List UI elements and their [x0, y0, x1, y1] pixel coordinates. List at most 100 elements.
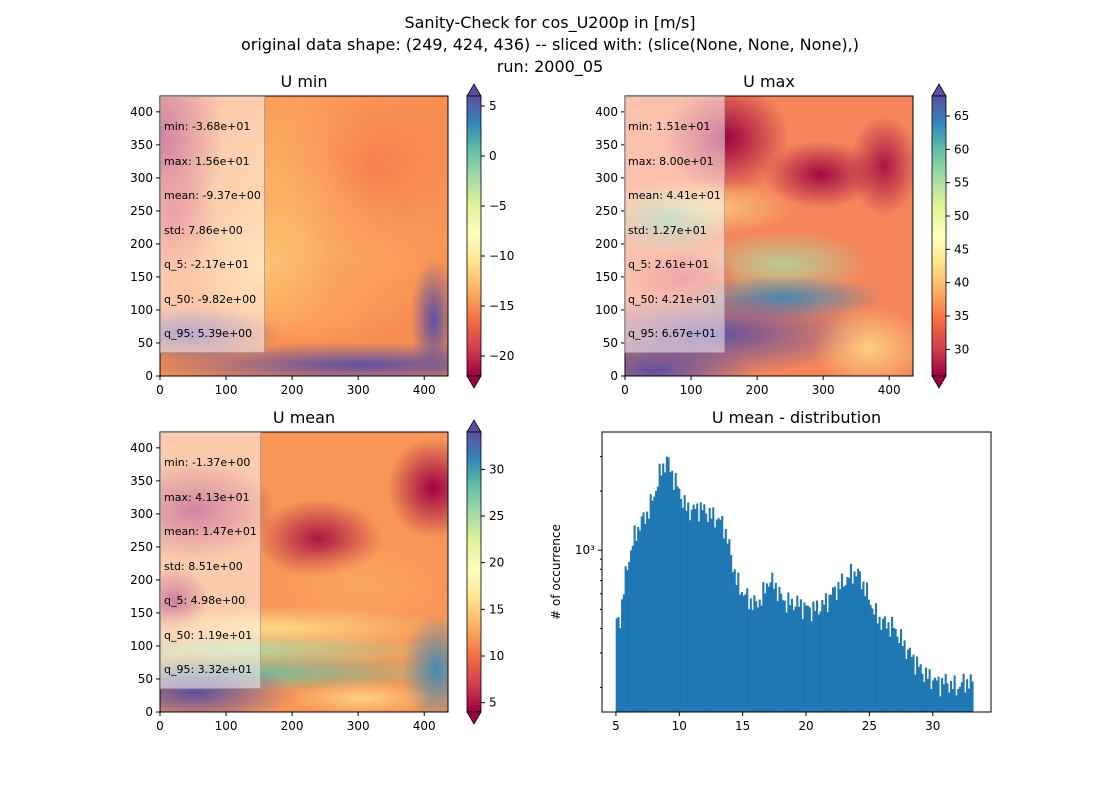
histogram-bar [619, 627, 622, 712]
figure-title-line-1: Sanity-Check for cos_U200p in [m/s] [404, 13, 696, 32]
panel-title: U mean [273, 408, 335, 427]
stat-max: max: 4.13e+01 [164, 490, 250, 504]
x-tick-label: 400 [413, 383, 436, 397]
x-tick-label: 10 [672, 719, 687, 733]
histogram-bar [735, 584, 738, 712]
stat-std: std: 7.86e+00 [164, 223, 243, 237]
histogram-title: U mean - distribution [712, 408, 881, 427]
histogram-bar [912, 654, 915, 712]
y-tick-label: 150 [595, 270, 618, 284]
colorbar-tick-label: 40 [954, 276, 969, 290]
histogram-bar [728, 539, 731, 712]
x-tick-label: 300 [347, 383, 370, 397]
histogram-bar [758, 599, 761, 712]
histogram-bar [896, 636, 899, 712]
histogram-bar [617, 617, 620, 712]
stat-mean: mean: 4.41e+01 [628, 189, 721, 202]
histogram-bar [865, 582, 869, 712]
histogram-bar [826, 611, 829, 712]
stats-box-u-max: min: 1.51e+01 max: 8.00e+01 mean: 4.41e+… [624, 96, 725, 353]
histogram-bar [635, 540, 638, 712]
histogram-bar [832, 587, 835, 712]
y-tick-label: 50 [603, 336, 618, 350]
histogram-bar [765, 583, 768, 712]
histogram-bar [712, 507, 715, 712]
x-tick-label: 0 [156, 383, 164, 397]
y-tick-label: 300 [595, 171, 618, 185]
histogram-bar [778, 586, 781, 712]
histogram-bar [871, 608, 874, 712]
histogram-bar [764, 593, 767, 712]
histogram-bar [683, 495, 686, 712]
y-tick-label: 100 [130, 303, 153, 317]
histogram-bar [932, 680, 935, 712]
histogram-bar [855, 576, 858, 712]
histogram-bar [708, 508, 711, 712]
histogram-bar [926, 678, 929, 712]
histogram-bar [722, 538, 726, 712]
histogram-bar [948, 692, 951, 712]
stat-q95: q_95: 5.39e+00 [164, 327, 253, 340]
histogram-bar [844, 585, 847, 712]
histogram-bar [699, 502, 702, 712]
histogram-bar [908, 647, 911, 712]
histogram-bar [799, 599, 802, 712]
histogram-bar [849, 563, 852, 712]
histogram-bar [662, 463, 665, 712]
histogram-bar [969, 674, 972, 712]
stat-q50: q_50: -9.82e+00 [164, 292, 257, 306]
x-tick-label: 100 [680, 383, 703, 397]
histogram-bar [848, 578, 851, 712]
y-tick-label: 0 [145, 705, 153, 719]
histogram-bar [771, 572, 774, 712]
y-tick-label: 200 [130, 573, 153, 587]
histogram-bar [839, 589, 842, 712]
histogram-bar [633, 525, 636, 712]
colorbar-tick-label: 60 [954, 142, 969, 156]
stat-max: max: 1.56e+01 [164, 154, 250, 168]
histogram-bar [923, 681, 926, 712]
colorbar: 30 25 20 15 10 5 [466, 419, 504, 725]
histogram-bar [742, 595, 745, 712]
histogram-bar [751, 609, 754, 712]
histogram-bar [621, 599, 624, 712]
colorbar-tick-label: 5 [489, 696, 497, 710]
x-tick-label: 200 [281, 719, 304, 733]
y-tick-label: 50 [138, 336, 153, 350]
histogram-bar [663, 472, 667, 712]
y-tick-label: 50 [138, 672, 153, 686]
stat-min: min: 1.51e+01 [628, 120, 711, 133]
histogram-bar [739, 594, 742, 712]
x-tick-label: 25 [862, 719, 877, 733]
histogram-bar [690, 509, 693, 712]
histogram-bar [805, 605, 808, 712]
colorbar-tick-label: 30 [954, 342, 969, 356]
histogram-bar [733, 569, 736, 712]
histogram-bar [740, 592, 743, 712]
colorbar: 65 60 55 50 45 40 35 30 [931, 83, 969, 389]
x-tick-label: 200 [281, 383, 304, 397]
histogram-bar [773, 588, 776, 712]
stat-q5: q_5: 2.61e+01 [628, 258, 710, 271]
histogram-bar [769, 582, 772, 712]
histogram-bar [883, 616, 886, 712]
histogram-bar [644, 523, 647, 712]
histogram-bar [624, 566, 627, 712]
colorbar-tick-label: 5 [489, 99, 497, 113]
histogram-bar [753, 595, 756, 712]
histogram-bar [780, 593, 783, 712]
histogram-bar [622, 594, 625, 712]
y-tick-label: 100 [595, 303, 618, 317]
histogram-bar [724, 529, 727, 712]
histogram-bar [835, 599, 838, 712]
stat-q50: q_50: 1.19e+01 [164, 628, 253, 642]
histogram-bar [796, 595, 799, 712]
histogram-bar [950, 680, 953, 712]
y-tick-label: 10³ [575, 543, 595, 557]
histogram-bar [862, 581, 865, 712]
histogram-panel: U mean - distribution 5 10 15 20 25 30 10³ # of … [549, 408, 992, 733]
histogram-bar [649, 494, 652, 712]
histogram-bar [676, 486, 679, 712]
y-tick-label: 150 [130, 270, 153, 284]
histogram-bar [774, 582, 777, 712]
